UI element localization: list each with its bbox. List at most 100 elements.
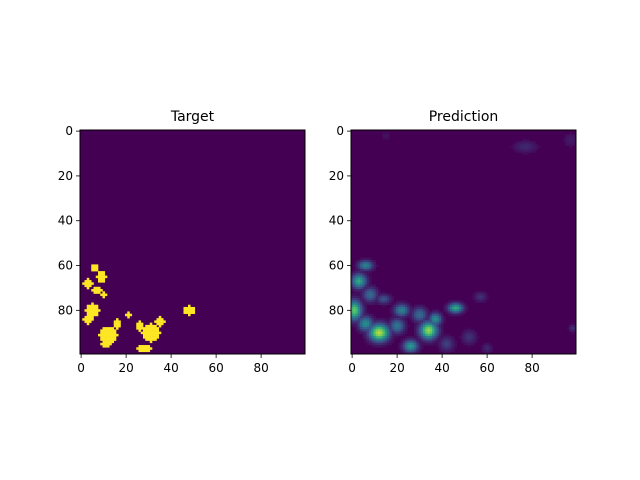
heatmap-cell	[436, 315, 440, 319]
heatmap-cell	[398, 345, 401, 348]
heatmap-cell	[447, 313, 451, 317]
heatmap-cell	[84, 315, 88, 319]
heatmap-cell	[420, 340, 424, 344]
heatmap-cell	[407, 347, 410, 350]
heatmap-cell	[145, 329, 148, 332]
heatmap-cell	[355, 327, 359, 330]
heatmap-cell	[147, 347, 151, 350]
heatmap-cell	[432, 324, 435, 328]
heatmap-cell	[107, 340, 110, 344]
heatmap-cell	[152, 327, 155, 330]
heatmap-cell	[470, 329, 473, 332]
heatmap-cell	[483, 291, 487, 294]
heatmap-cell	[432, 315, 435, 319]
heatmap-cell	[389, 302, 392, 306]
heatmap-cell	[400, 320, 404, 323]
heatmap-cell	[436, 329, 440, 332]
heatmap-cell	[436, 333, 440, 337]
heatmap-cell	[513, 145, 516, 149]
heatmap-cell	[409, 315, 413, 319]
heatmap-cell	[432, 331, 435, 335]
heatmap-cell	[418, 349, 422, 353]
heatmap-cell	[517, 143, 521, 146]
heatmap-cell	[100, 271, 103, 274]
heatmap-cell	[513, 143, 516, 146]
heatmap-cell	[474, 291, 478, 294]
heatmap-cell	[116, 324, 119, 328]
heatmap-cell	[405, 338, 408, 341]
heatmap-cell	[452, 313, 455, 317]
heatmap-cell	[389, 293, 392, 297]
heatmap-cell	[436, 331, 440, 335]
heatmap-cell	[393, 315, 397, 319]
heatmap-cell	[416, 342, 419, 346]
heatmap-cell	[104, 293, 108, 297]
heatmap-cell	[423, 322, 426, 326]
heatmap-cell	[481, 347, 485, 350]
heatmap-cell	[355, 304, 359, 308]
heatmap-cell	[391, 315, 395, 319]
heatmap-cell	[375, 264, 379, 267]
heatmap-cell	[414, 338, 417, 341]
heatmap-cell	[84, 318, 88, 321]
heatmap-cell	[100, 329, 103, 332]
heatmap-cell	[486, 345, 489, 348]
heatmap-cell	[355, 295, 359, 299]
heatmap-cell	[423, 324, 426, 328]
heatmap-cell	[380, 331, 383, 335]
heatmap-cell	[438, 322, 442, 326]
heatmap-cell	[450, 345, 453, 348]
heatmap-cell	[86, 286, 90, 290]
heatmap-cell	[450, 300, 453, 303]
heatmap-cell	[389, 311, 392, 314]
heatmap-cell	[425, 320, 428, 323]
heatmap-cell	[402, 333, 406, 337]
heatmap-cell	[414, 342, 417, 346]
heatmap-cell	[113, 336, 117, 339]
heatmap-cell	[391, 324, 395, 328]
heatmap-cell	[418, 320, 422, 323]
heatmap-cell	[427, 324, 431, 328]
heatmap-cell	[373, 295, 377, 299]
heatmap-cell	[486, 351, 489, 355]
x-tick-label: 40	[434, 361, 449, 375]
heatmap-cell	[360, 324, 363, 328]
heatmap-cell	[84, 280, 88, 283]
heatmap-cell	[371, 293, 374, 297]
heatmap-cell	[393, 313, 397, 317]
heatmap-cell	[369, 331, 372, 335]
heatmap-cell	[456, 306, 460, 310]
heatmap-cell	[102, 293, 106, 297]
heatmap-cell	[443, 351, 446, 355]
heatmap-cell	[398, 347, 401, 350]
heatmap-cell	[366, 266, 370, 270]
heatmap-cell	[470, 340, 473, 344]
heatmap-cell	[414, 349, 417, 353]
heatmap-cell	[396, 304, 399, 308]
heatmap-cell	[116, 327, 119, 330]
heatmap-cell	[454, 306, 458, 310]
heatmap-cell	[366, 298, 370, 301]
heatmap-cell	[468, 345, 471, 348]
heatmap-cell	[488, 351, 491, 355]
heatmap-cell	[353, 315, 356, 319]
heatmap-cell	[470, 336, 473, 339]
heatmap-cell	[89, 309, 92, 312]
heatmap-cell	[89, 306, 92, 310]
heatmap-cell	[569, 327, 572, 330]
heatmap-cell	[436, 320, 440, 323]
heatmap-cell	[371, 336, 374, 339]
heatmap-cell	[384, 324, 388, 328]
heatmap-cell	[154, 320, 157, 323]
heatmap-cell	[93, 311, 97, 314]
heatmap-cell	[364, 304, 368, 308]
heatmap-cell	[93, 306, 97, 310]
heatmap-cell	[127, 315, 130, 319]
heatmap-cell	[387, 132, 390, 135]
heatmap-cell	[384, 300, 388, 303]
heatmap-cell	[100, 293, 103, 297]
heatmap-cell	[526, 145, 530, 149]
heatmap-cell	[405, 345, 408, 348]
heatmap-cell	[369, 257, 372, 261]
heatmap-cell	[364, 273, 368, 276]
